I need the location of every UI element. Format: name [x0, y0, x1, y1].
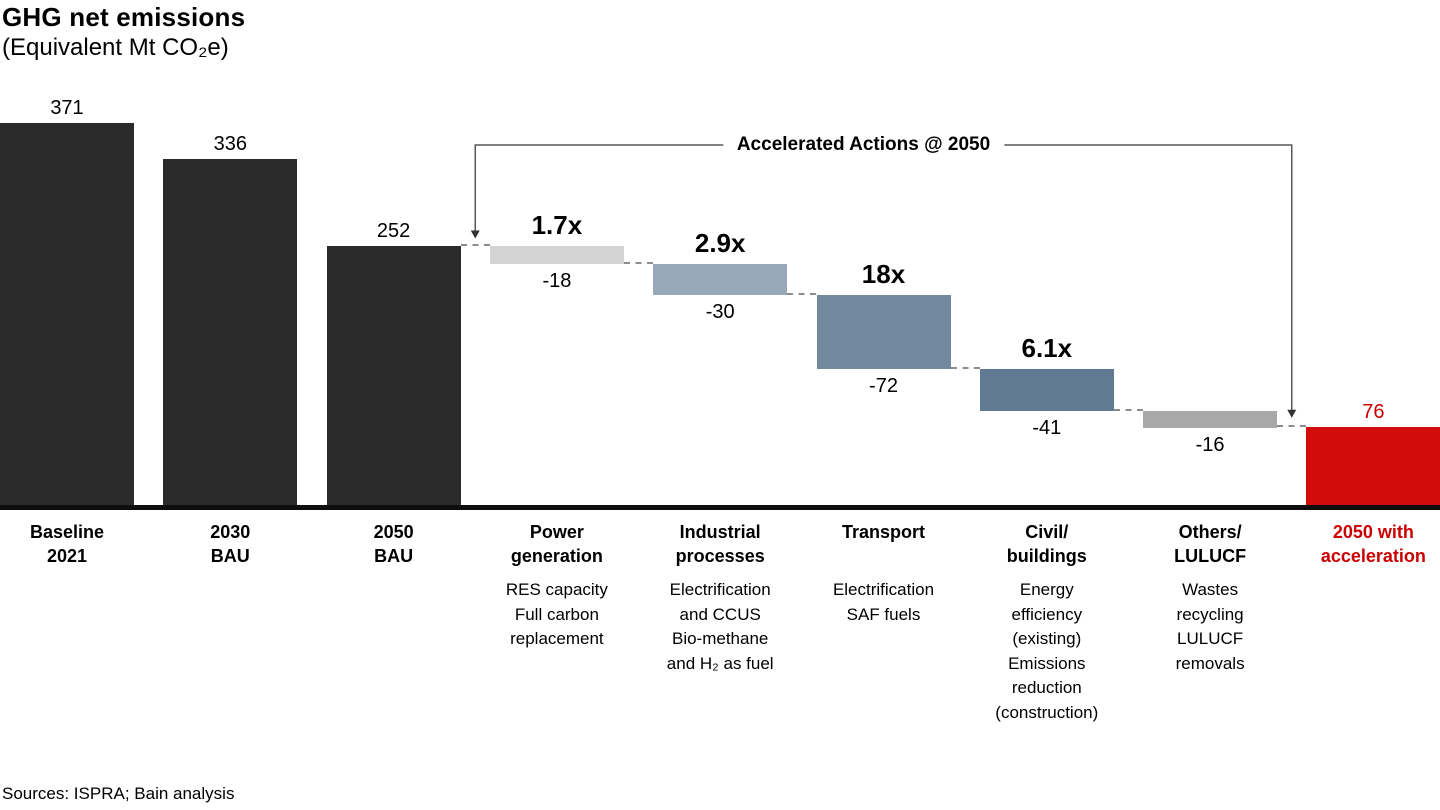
multiplier-label-power-generation: 1.7x [531, 209, 583, 240]
category-label-industrial-processes: Industrial processes [675, 522, 765, 566]
delta-value-label-power-generation: -18 [542, 270, 572, 293]
dashed-connector-others-lulucf-to-2050-with-acceleration [1277, 424, 1307, 427]
sub-label-power-generation: RES capacity Full carbon replacement [505, 580, 608, 648]
delta-value-label-civil-buildings: -41 [1032, 417, 1062, 440]
category-label-2030-bau: 2030 BAU [210, 522, 251, 566]
multiplier-label-transport: 18x [861, 258, 906, 289]
dashed-connector-civil-buildings-to-others-lulucf [1113, 409, 1144, 412]
bar-2050-bau [326, 245, 461, 505]
category-label-others-lulucf: Others/LULUCF [1174, 522, 1247, 566]
multiplier-label-civil-buildings: 6.1x [1021, 333, 1073, 364]
category-label-civil-buildings: Civil/buildings [1006, 522, 1087, 566]
bar-others-lulucf [1143, 411, 1278, 428]
bar-power-generation [489, 245, 624, 265]
bar-industrial-processes [653, 264, 788, 295]
dashed-connector-industrial-processes-to-transport [787, 292, 817, 295]
chart-subtitle: (Equivalent Mt CO₂e) [2, 34, 229, 61]
category-label-transport: Transport [841, 522, 925, 542]
delta-value-label-industrial-processes: -30 [705, 300, 735, 323]
bar-value-label-2030-bau: 336 [213, 133, 247, 156]
sub-label-transport: Electrification SAF fuels [832, 580, 935, 624]
dashed-connector-transport-to-civil-buildings [950, 367, 980, 370]
category-label-2050-with-acceleration: 2050 with acceleration [1320, 522, 1426, 566]
multiplier-label-industrial-processes: 2.9x [694, 228, 746, 259]
category-label-baseline-2021: Baseline 2021 [29, 522, 105, 566]
bar-transport [816, 294, 951, 370]
bar-2030-bau [163, 159, 298, 505]
delta-value-label-transport: -72 [869, 375, 898, 398]
bar-baseline-2021 [0, 122, 134, 505]
bar-civil-buildings [979, 369, 1114, 412]
bar-value-label-2050-bau: 252 [376, 219, 411, 242]
sources-note: Sources: ISPRA; Bain analysis [2, 784, 235, 803]
bar-2050-with-acceleration [1306, 426, 1440, 505]
bracket-label: Accelerated Actions @ 2050 [722, 133, 1005, 157]
chart-title: GHG net emissions [2, 2, 246, 32]
bar-value-label-2050-with-acceleration: 76 [1362, 400, 1385, 423]
bar-value-label-baseline-2021: 371 [50, 96, 84, 119]
delta-value-label-others-lulucf: -16 [1195, 433, 1225, 456]
sub-label-others-lulucf: Wastes recycling LULUCF removals [1175, 580, 1245, 673]
sub-label-civil-buildings: Energy efficiency (existing) Emissions reduc… [995, 580, 1099, 722]
dashed-connector-power-generation-to-industrial-processes [623, 262, 654, 265]
sub-label-industrial-processes: Electrification and CCUS Bio-methane and H₂… [666, 580, 774, 673]
category-label-2050-bau: 2050 BAU [373, 522, 414, 566]
category-label-power-generation: Power generation [510, 522, 603, 566]
dashed-connector-2050-bau-to-power-generation [460, 243, 490, 246]
x-axis-line [0, 505, 1440, 510]
